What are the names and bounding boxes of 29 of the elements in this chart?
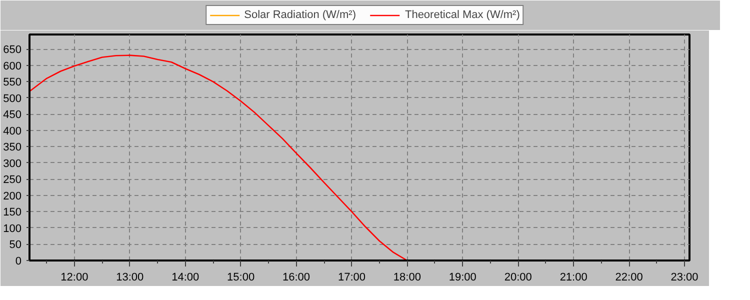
y-tick-label: 300 bbox=[3, 158, 22, 170]
x-tick-label: 23:00 bbox=[670, 272, 698, 284]
legend-label: Theoretical Max (W/m²) bbox=[404, 9, 520, 21]
y-tick-label: 600 bbox=[3, 60, 22, 72]
x-tick-label: 16:00 bbox=[282, 272, 310, 284]
y-tick-label: 200 bbox=[3, 190, 22, 202]
y-tick-label: 150 bbox=[3, 206, 22, 219]
y-tick-label: 50 bbox=[9, 239, 22, 252]
y-tick-label: 650 bbox=[3, 44, 22, 56]
x-tick-label: 13:00 bbox=[116, 272, 144, 284]
x-tick-label: 15:00 bbox=[227, 272, 255, 284]
y-tick-label: 0 bbox=[15, 256, 22, 268]
y-tick-label: 250 bbox=[3, 174, 22, 186]
y-tick-label: 550 bbox=[3, 76, 22, 89]
x-tick-label: 17:00 bbox=[338, 272, 366, 284]
y-tick-label: 450 bbox=[3, 109, 22, 122]
x-tick-label: 20:00 bbox=[504, 272, 532, 284]
x-tick-label: 12:00 bbox=[60, 272, 88, 284]
x-tick-label: 18:00 bbox=[393, 272, 421, 284]
legend-label: Solar Radiation (W/m²) bbox=[244, 9, 356, 21]
x-tick-label: 14:00 bbox=[172, 272, 200, 284]
y-tick-label: 500 bbox=[3, 92, 22, 105]
x-tick-label: 19:00 bbox=[448, 272, 476, 284]
y-tick-label: 100 bbox=[3, 222, 22, 235]
y-tick-label: 400 bbox=[3, 125, 22, 138]
y-tick-label: 350 bbox=[3, 142, 22, 154]
line-series bbox=[30, 54, 408, 260]
x-tick-label: 21:00 bbox=[560, 272, 588, 284]
x-tick-label: 22:00 bbox=[615, 272, 643, 284]
